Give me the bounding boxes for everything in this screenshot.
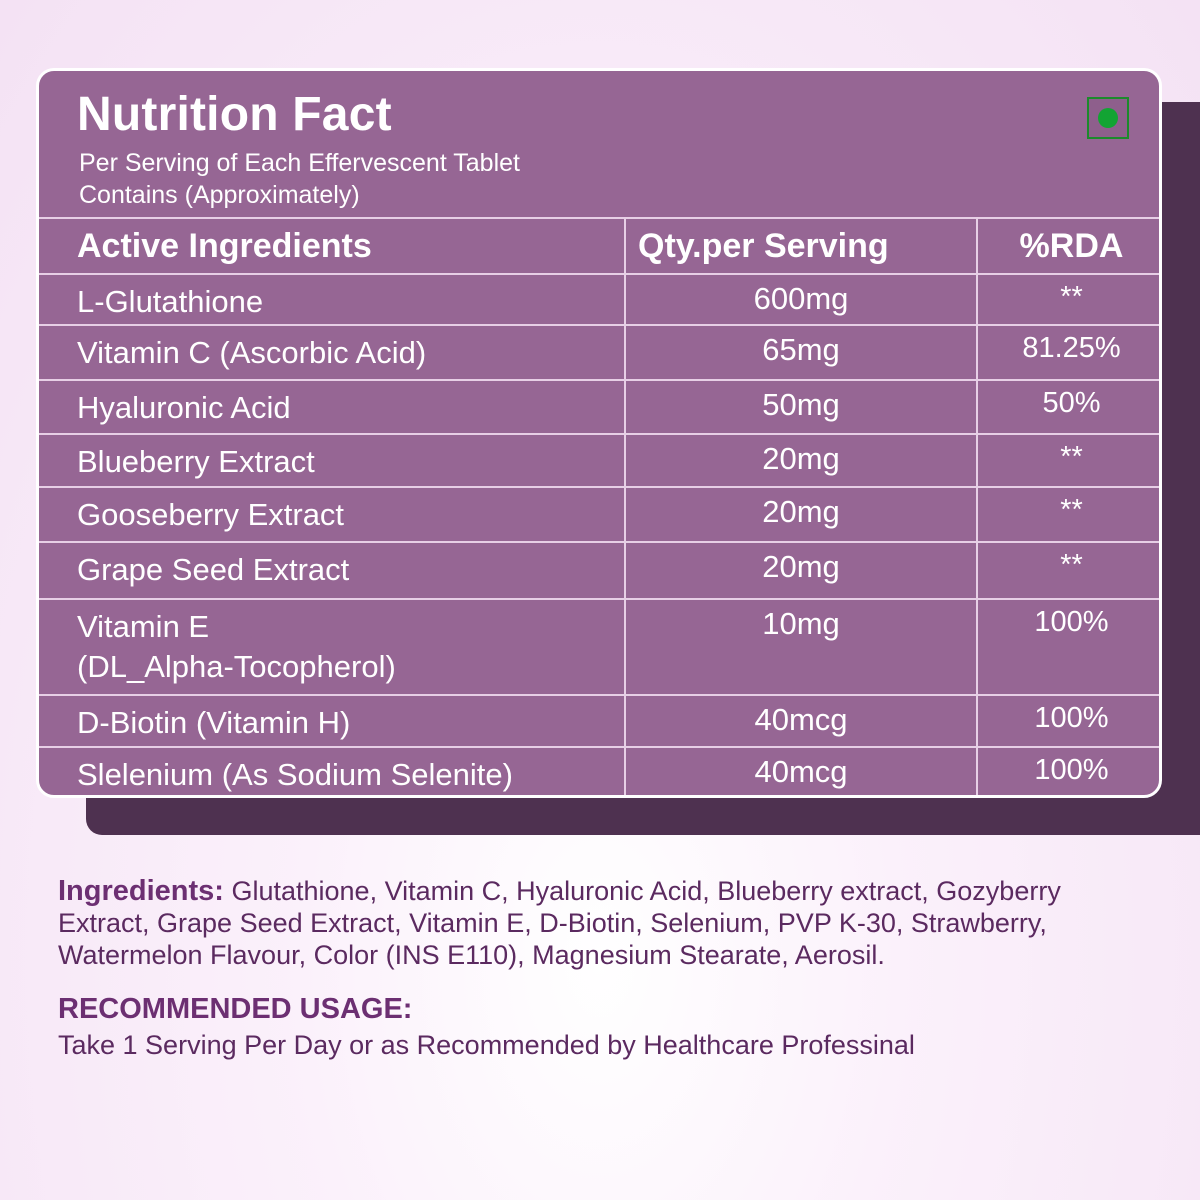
- ingredient-qty: 50mg: [624, 379, 978, 435]
- ingredient-name: Gooseberry Extract: [39, 486, 626, 543]
- ingredient-qty: 600mg: [624, 273, 978, 326]
- recommended-usage-text: Take 1 Serving Per Day or as Recommended…: [58, 1030, 915, 1060]
- ingredient-name: Vitamin E (DL_Alpha-Tocopherol): [39, 598, 626, 696]
- product-footer: Ingredients: Glutathione, Vitamin C, Hya…: [58, 875, 1098, 1062]
- ingredient-name: Grape Seed Extract: [39, 541, 626, 600]
- nutrition-facts-card: Nutrition Fact Per Serving of Each Effer…: [36, 68, 1162, 798]
- ingredient-name: D-Biotin (Vitamin H): [39, 694, 626, 748]
- ingredient-qty: 40mcg: [624, 694, 978, 748]
- ingredient-rda: **: [976, 541, 1159, 600]
- table-row: Slelenium (As Sodium Selenite) 40mcg 100…: [39, 746, 1159, 795]
- ingredient-rda: **: [976, 486, 1159, 543]
- ingredient-rda: 100%: [976, 694, 1159, 748]
- ingredient-qty: 20mg: [624, 541, 978, 600]
- table-row: L-Glutathione 600mg **: [39, 273, 1159, 326]
- ingredients-text: Glutathione, Vitamin C, Hyaluronic Acid,…: [58, 876, 1061, 970]
- ingredient-name: Blueberry Extract: [39, 433, 626, 488]
- table-row: Vitamin E (DL_Alpha-Tocopherol) 10mg 100…: [39, 598, 1159, 696]
- recommended-usage-title: RECOMMENDED USAGE:: [58, 993, 413, 1025]
- ingredient-qty: 40mcg: [624, 746, 978, 795]
- header-rda: %RDA: [976, 217, 1159, 275]
- ingredient-qty: 20mg: [624, 486, 978, 543]
- ingredient-qty: 65mg: [624, 324, 978, 381]
- ingredient-rda: **: [976, 433, 1159, 488]
- table-row: Gooseberry Extract 20mg **: [39, 486, 1159, 543]
- ingredient-qty: 10mg: [624, 598, 978, 696]
- header-active-ingredients: Active Ingredients: [39, 217, 626, 275]
- ingredient-name: L-Glutathione: [39, 273, 626, 326]
- ingredient-rda: 81.25%: [976, 324, 1159, 381]
- ingredient-qty: 20mg: [624, 433, 978, 488]
- table-row: Vitamin C (Ascorbic Acid) 65mg 81.25%: [39, 324, 1159, 381]
- ingredient-name: Slelenium (As Sodium Selenite): [39, 746, 626, 795]
- ingredient-rda: **: [976, 273, 1159, 326]
- ingredient-name: Vitamin C (Ascorbic Acid): [39, 324, 626, 381]
- ingredients-paragraph: Ingredients: Glutathione, Vitamin C, Hya…: [58, 875, 1098, 971]
- table-header-row: Active Ingredients Qty.per Serving %RDA: [39, 217, 1159, 275]
- card-subtitle: Per Serving of Each Effervescent Tablet …: [79, 149, 520, 209]
- table-row: Blueberry Extract 20mg **: [39, 433, 1159, 488]
- ingredient-rda: 100%: [976, 746, 1159, 795]
- ingredient-rda: 50%: [976, 379, 1159, 435]
- ingredient-rda: 100%: [976, 598, 1159, 696]
- ingredient-name-line1: Vitamin E: [77, 609, 210, 644]
- table-row: Hyaluronic Acid 50mg 50%: [39, 379, 1159, 435]
- table-row: Grape Seed Extract 20mg **: [39, 541, 1159, 600]
- ingredient-name: Hyaluronic Acid: [39, 379, 626, 435]
- nutrition-table: Active Ingredients Qty.per Serving %RDA …: [39, 217, 1159, 795]
- header-qty-per-serving: Qty.per Serving: [624, 217, 978, 275]
- table-row: D-Biotin (Vitamin H) 40mcg 100%: [39, 694, 1159, 748]
- veg-symbol-icon: [1087, 97, 1129, 139]
- ingredients-label: Ingredients:: [58, 875, 224, 907]
- card-title: Nutrition Fact: [77, 88, 392, 141]
- ingredient-name-line2: (DL_Alpha-Tocopherol): [77, 649, 396, 684]
